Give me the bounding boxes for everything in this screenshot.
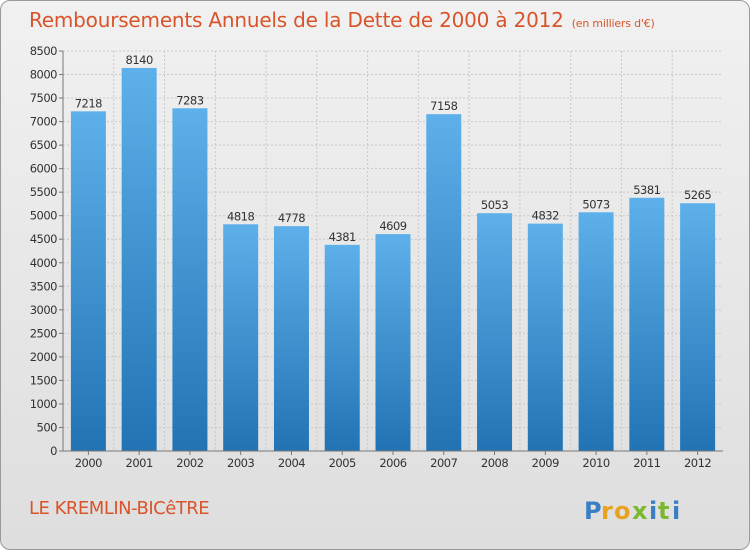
data-label: 5381 xyxy=(633,183,660,197)
y-tick-label: 6000 xyxy=(30,162,57,176)
x-tick-label: 2010 xyxy=(582,456,609,470)
y-tick-label: 2500 xyxy=(30,326,57,340)
svg-text:i: i xyxy=(649,497,657,525)
x-tick-label: 2006 xyxy=(379,456,406,470)
bar xyxy=(70,111,106,452)
bar xyxy=(273,226,309,451)
x-tick-label: 2005 xyxy=(329,456,356,470)
x-tick-label: 2004 xyxy=(278,456,305,470)
data-label: 5265 xyxy=(684,188,711,202)
bar xyxy=(680,203,716,451)
y-tick-label: 1000 xyxy=(30,397,57,411)
bar xyxy=(121,67,157,452)
svg-text:t: t xyxy=(658,497,669,525)
y-tick-label: 2000 xyxy=(30,350,57,364)
svg-text:P: P xyxy=(584,497,602,525)
bar xyxy=(324,244,360,451)
data-label: 4609 xyxy=(379,219,406,233)
data-labels: 7218 8140 7283 4818 4778 4381 4609 7158 5053 4832… xyxy=(75,53,712,244)
y-tick-label: 500 xyxy=(37,420,58,434)
bar xyxy=(223,224,259,451)
bar-series xyxy=(70,67,716,452)
data-label: 5053 xyxy=(481,198,508,212)
axes: 0 500 1000 1500 2000 2500 3000 3500 4000 4500 5000… xyxy=(30,44,723,470)
bar xyxy=(629,197,665,451)
bar xyxy=(477,213,513,451)
svg-text:r: r xyxy=(601,497,613,525)
chart-title: Remboursements Annuels de la Dette de 20… xyxy=(29,8,655,32)
chart-subtitle: (en milliers d'€) xyxy=(571,17,655,30)
proxiti-logo: P r o x i t i xyxy=(584,497,680,525)
data-label: 4832 xyxy=(532,209,559,223)
x-tick-label: 2008 xyxy=(481,456,508,470)
bar xyxy=(375,234,411,451)
x-tick-label: 2001 xyxy=(126,456,153,470)
data-label: 7283 xyxy=(176,93,203,107)
y-tick-label: 5500 xyxy=(30,185,57,199)
svg-text:i: i xyxy=(672,497,680,525)
data-label: 7158 xyxy=(430,99,457,113)
y-tick-label: 8000 xyxy=(30,68,57,82)
y-tick-label: 1500 xyxy=(30,373,57,387)
y-tick-label: 8500 xyxy=(30,44,57,58)
y-tick-label: 7500 xyxy=(30,91,57,105)
y-tick-label: 4500 xyxy=(30,232,57,246)
x-tick-label: 2012 xyxy=(684,456,711,470)
chart-title-text: Remboursements Annuels de la Dette de 20… xyxy=(29,8,564,32)
data-label: 5073 xyxy=(582,197,609,211)
y-tick-label: 3500 xyxy=(30,279,57,293)
bar xyxy=(578,212,614,451)
data-label: 8140 xyxy=(126,53,153,67)
x-tick-label: 2011 xyxy=(633,456,660,470)
y-tick-label: 4000 xyxy=(30,256,57,270)
bar xyxy=(527,223,563,451)
x-tick-label: 2002 xyxy=(176,456,203,470)
data-label: 4818 xyxy=(227,209,254,223)
x-tick-label: 2009 xyxy=(532,456,559,470)
x-tick-label: 2000 xyxy=(75,456,102,470)
svg-text:o: o xyxy=(614,497,631,525)
svg-text:x: x xyxy=(632,497,648,525)
y-tick-label: 6500 xyxy=(30,138,57,152)
data-label: 4778 xyxy=(278,211,305,225)
y-tick-label: 3000 xyxy=(30,303,57,317)
y-tick-label: 0 xyxy=(50,444,57,458)
city-name: LE KREMLIN-BICêTRE xyxy=(29,498,210,519)
x-tick-label: 2003 xyxy=(227,456,254,470)
bar xyxy=(172,108,208,451)
y-tick-label: 7000 xyxy=(30,115,57,129)
y-tick-label: 5000 xyxy=(30,209,57,223)
x-tick-label: 2007 xyxy=(430,456,457,470)
bar xyxy=(426,114,462,451)
data-label: 4381 xyxy=(329,230,356,244)
data-label: 7218 xyxy=(75,96,102,110)
